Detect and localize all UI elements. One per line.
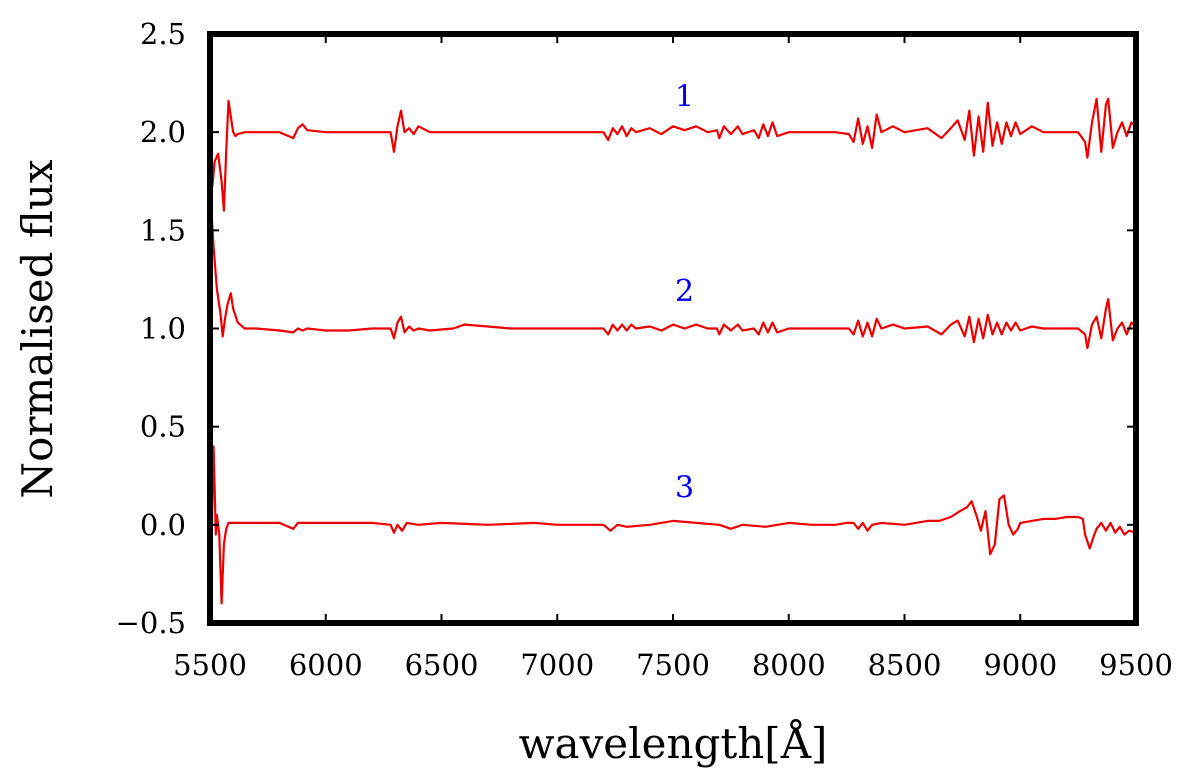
x-tick-label: 6500	[405, 648, 479, 682]
y-tick-label: 2.5	[140, 17, 186, 51]
tick-layer: 5500 6000 6500 7000 7500 8000 8500 9000 9500 −0.5…	[116, 17, 1173, 682]
series-line-3	[210, 445, 1137, 605]
x-axis-title: wavelength[Å]	[519, 718, 828, 768]
x-tick-label: 8500	[868, 648, 942, 682]
y-tick-label: 1.0	[140, 312, 186, 346]
series-line-1	[211, 97, 1137, 212]
series-line-2	[210, 206, 1137, 350]
y-tick-label: 0.5	[140, 410, 186, 444]
x-tick-label: 6000	[289, 648, 363, 682]
x-tick-label: 7500	[636, 648, 710, 682]
x-tick-label: 9000	[983, 648, 1057, 682]
y-tick-label: −0.5	[116, 606, 186, 640]
y-axis-title: Normalised flux	[13, 159, 62, 499]
x-tick-label: 9500	[1099, 648, 1173, 682]
y-tick-label: 0.0	[140, 508, 186, 542]
y-tick-label: 2.0	[140, 115, 186, 149]
y-tick-label: 1.5	[140, 213, 186, 247]
x-tick-label: 8000	[752, 648, 826, 682]
series-layer	[210, 97, 1137, 605]
series-label-3: 3	[675, 470, 694, 505]
series-label-layer: 1 2 3	[675, 80, 694, 506]
x-tick-label: 5500	[173, 648, 247, 682]
series-label-1: 1	[675, 80, 694, 115]
plot-frame	[207, 31, 1139, 626]
x-tick-label: 7000	[520, 648, 594, 682]
series-label-2: 2	[675, 274, 694, 309]
